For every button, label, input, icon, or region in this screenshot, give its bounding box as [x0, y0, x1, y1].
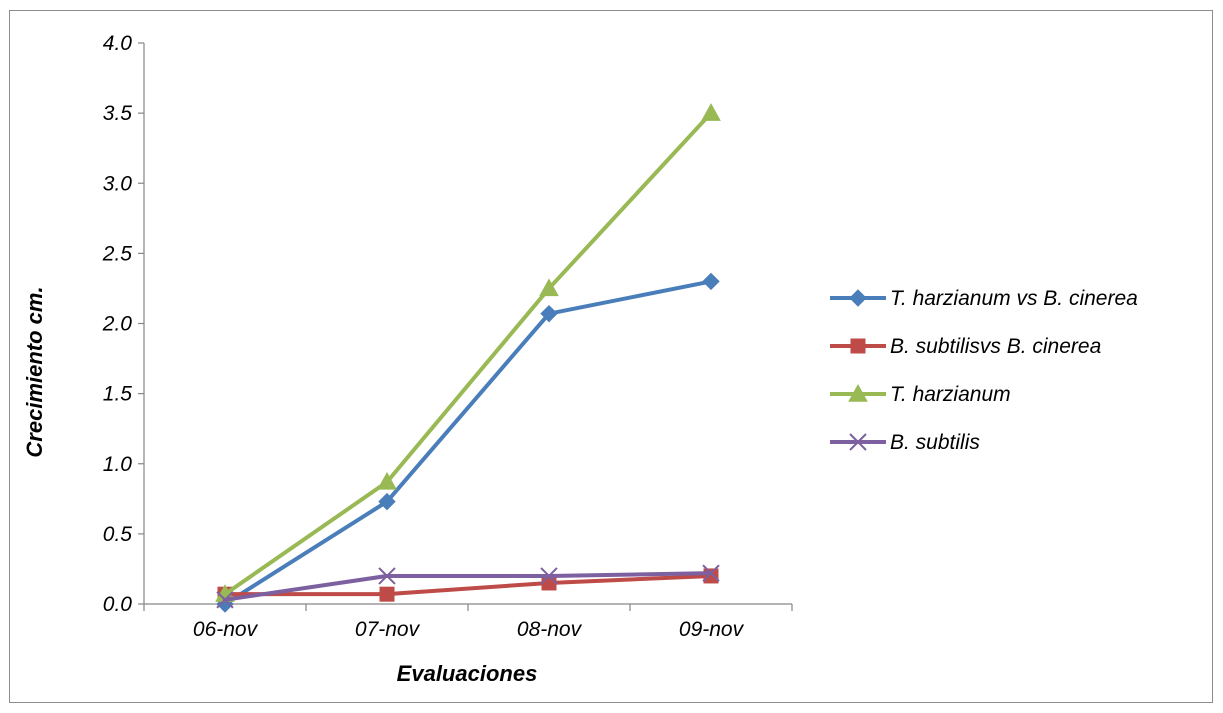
y-tick-label: 3.0 — [103, 172, 133, 195]
marker-stroke — [540, 567, 558, 585]
legend-marker — [848, 383, 868, 402]
legend-item: T. harzianum vs B. cinerea — [830, 287, 1138, 310]
data-point — [702, 272, 720, 291]
series-4 — [216, 564, 720, 609]
legend-item: B. subtilis — [830, 431, 980, 454]
y-tick-label: 0.5 — [103, 523, 133, 546]
series-line — [223, 571, 713, 602]
legend-marker — [849, 433, 867, 451]
legend-marker — [849, 289, 867, 307]
series-layer — [215, 103, 721, 613]
legend-label: T. harzianum vs B. cinerea — [890, 287, 1138, 310]
legend-label: B. subtilis — [890, 431, 980, 454]
data-point — [540, 567, 558, 585]
series-line — [223, 573, 713, 597]
marker-stroke — [216, 591, 234, 609]
x-tick-label: 06-nov — [193, 618, 259, 641]
y-tick-label: 3.5 — [103, 102, 133, 125]
data-point — [539, 278, 559, 297]
y-tick-label: 4.0 — [103, 32, 133, 55]
y-tick-label: 2.5 — [102, 242, 133, 265]
data-point — [216, 591, 234, 609]
series-line — [223, 279, 713, 606]
y-axis-title: Crecimiento cm. — [22, 286, 47, 457]
x-axis-ticks: 06-nov 07-nov 08-nov 09-nov — [143, 604, 793, 641]
axes — [143, 43, 792, 605]
legend: T. harzianum vs B. cinerea B. subtilisvs … — [830, 287, 1138, 454]
legend-item: T. harzianum — [830, 383, 1011, 406]
data-point — [703, 568, 719, 584]
data-point — [378, 492, 396, 511]
series-3 — [215, 103, 721, 602]
legend-label: B. subtilisvs B. cinerea — [890, 335, 1101, 358]
legend-item: B. subtilisvs B. cinerea — [830, 335, 1101, 358]
x-axis-title: Evaluaciones — [397, 661, 538, 686]
data-point — [540, 304, 558, 323]
y-tick-label: 2.0 — [102, 313, 133, 336]
x-tick-label: 09-nov — [679, 618, 745, 641]
data-point — [377, 471, 397, 490]
marker-stroke — [702, 564, 720, 582]
data-point — [378, 567, 396, 585]
legend-marker — [850, 338, 866, 354]
data-point — [701, 103, 721, 121]
y-tick-label: 1.0 — [103, 453, 133, 476]
y-axis-ticks: 0.0 0.5 1.0 1.5 2.0 2.5 3.0 3.5 4.0 — [102, 32, 144, 616]
chart-frame — [9, 10, 1213, 703]
marker-stroke — [849, 433, 867, 451]
x-tick-label: 08-nov — [517, 618, 583, 641]
data-point — [541, 575, 557, 591]
data-point — [702, 564, 720, 582]
marker-stroke — [378, 567, 396, 585]
legend-label: T. harzianum — [890, 383, 1011, 406]
series-1 — [216, 272, 720, 613]
y-tick-label: 1.5 — [103, 383, 133, 406]
x-tick-label: 07-nov — [355, 618, 421, 641]
data-point — [379, 586, 395, 602]
y-tick-label: 0.0 — [103, 593, 133, 616]
series-line — [223, 111, 713, 597]
